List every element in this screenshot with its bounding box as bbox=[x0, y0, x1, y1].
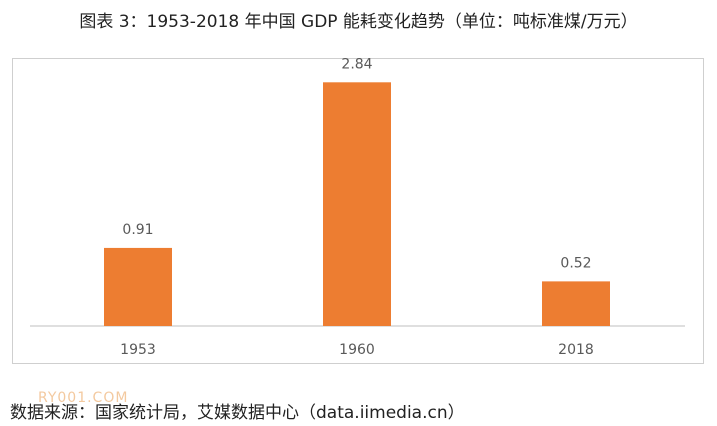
watermark: RY001.COM bbox=[38, 390, 129, 406]
x-tick-label-2018: 2018 bbox=[558, 342, 594, 358]
chart-title: 图表 3：1953-2018 年中国 GDP 能耗变化趋势（单位：吨标准煤/万元… bbox=[79, 12, 638, 32]
data-source-note: 数据来源：国家统计局，艾媒数据中心（data.iimedia.cn） bbox=[10, 403, 465, 423]
x-tick-label-1953: 1953 bbox=[120, 342, 156, 358]
data-label-1953: 0.91 bbox=[122, 222, 153, 238]
data-label-2018: 0.52 bbox=[560, 255, 591, 271]
x-tick-label-1960: 1960 bbox=[339, 342, 375, 358]
bar-1960 bbox=[323, 82, 391, 326]
data-label-1960: 2.84 bbox=[341, 56, 372, 72]
bar-1953 bbox=[104, 247, 172, 326]
bar-2018 bbox=[542, 281, 610, 326]
